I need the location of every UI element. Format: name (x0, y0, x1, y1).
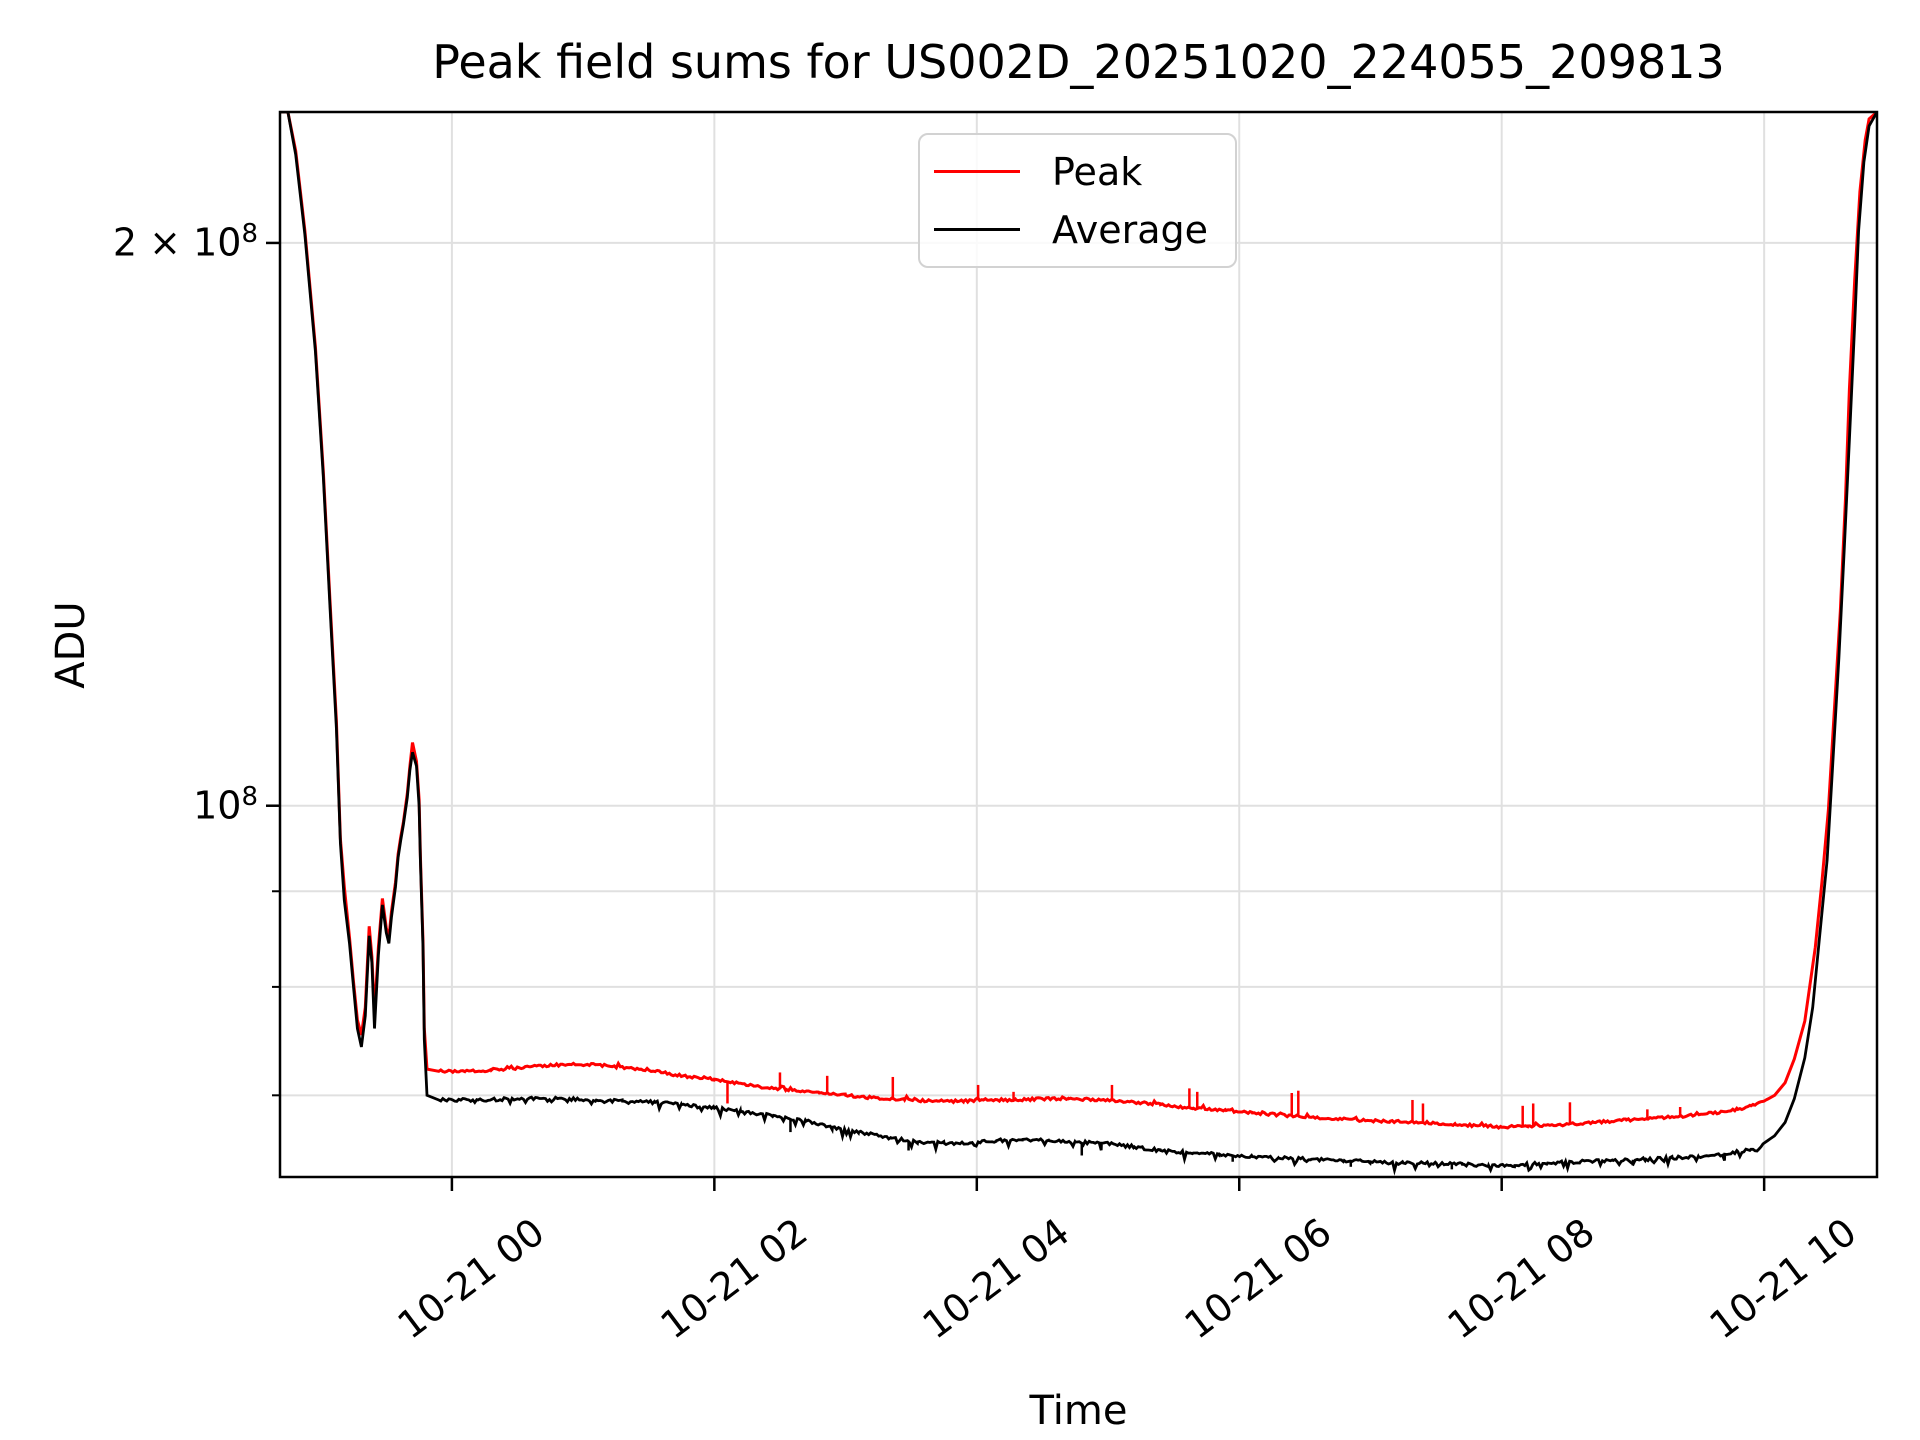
gridlines (280, 112, 1877, 1177)
peak-series-line (280, 112, 1877, 1130)
y-axis-label: ADU (48, 601, 94, 689)
series-lines (280, 112, 1877, 1176)
y-tick-label: 108 (193, 781, 258, 828)
legend-peak-line-swatch (934, 169, 1020, 174)
legend-average-label: Average (1052, 207, 1209, 252)
y-tick-label: 2 × 108 (112, 218, 258, 265)
chart-title: Peak field sums for US002D_20251020_2240… (432, 35, 1725, 89)
axes-spines (278, 110, 1879, 1179)
legend-average-line-swatch (934, 227, 1020, 232)
legend-entry-average: Average (920, 208, 1235, 252)
average-series-line (280, 112, 1877, 1176)
tick-marks (266, 241, 1766, 1191)
legend-peak-label: Peak (1052, 149, 1143, 194)
x-axis-label: Time (1029, 1388, 1128, 1434)
legend: Peak Average (918, 133, 1237, 268)
legend-entry-peak: Peak (920, 150, 1235, 194)
